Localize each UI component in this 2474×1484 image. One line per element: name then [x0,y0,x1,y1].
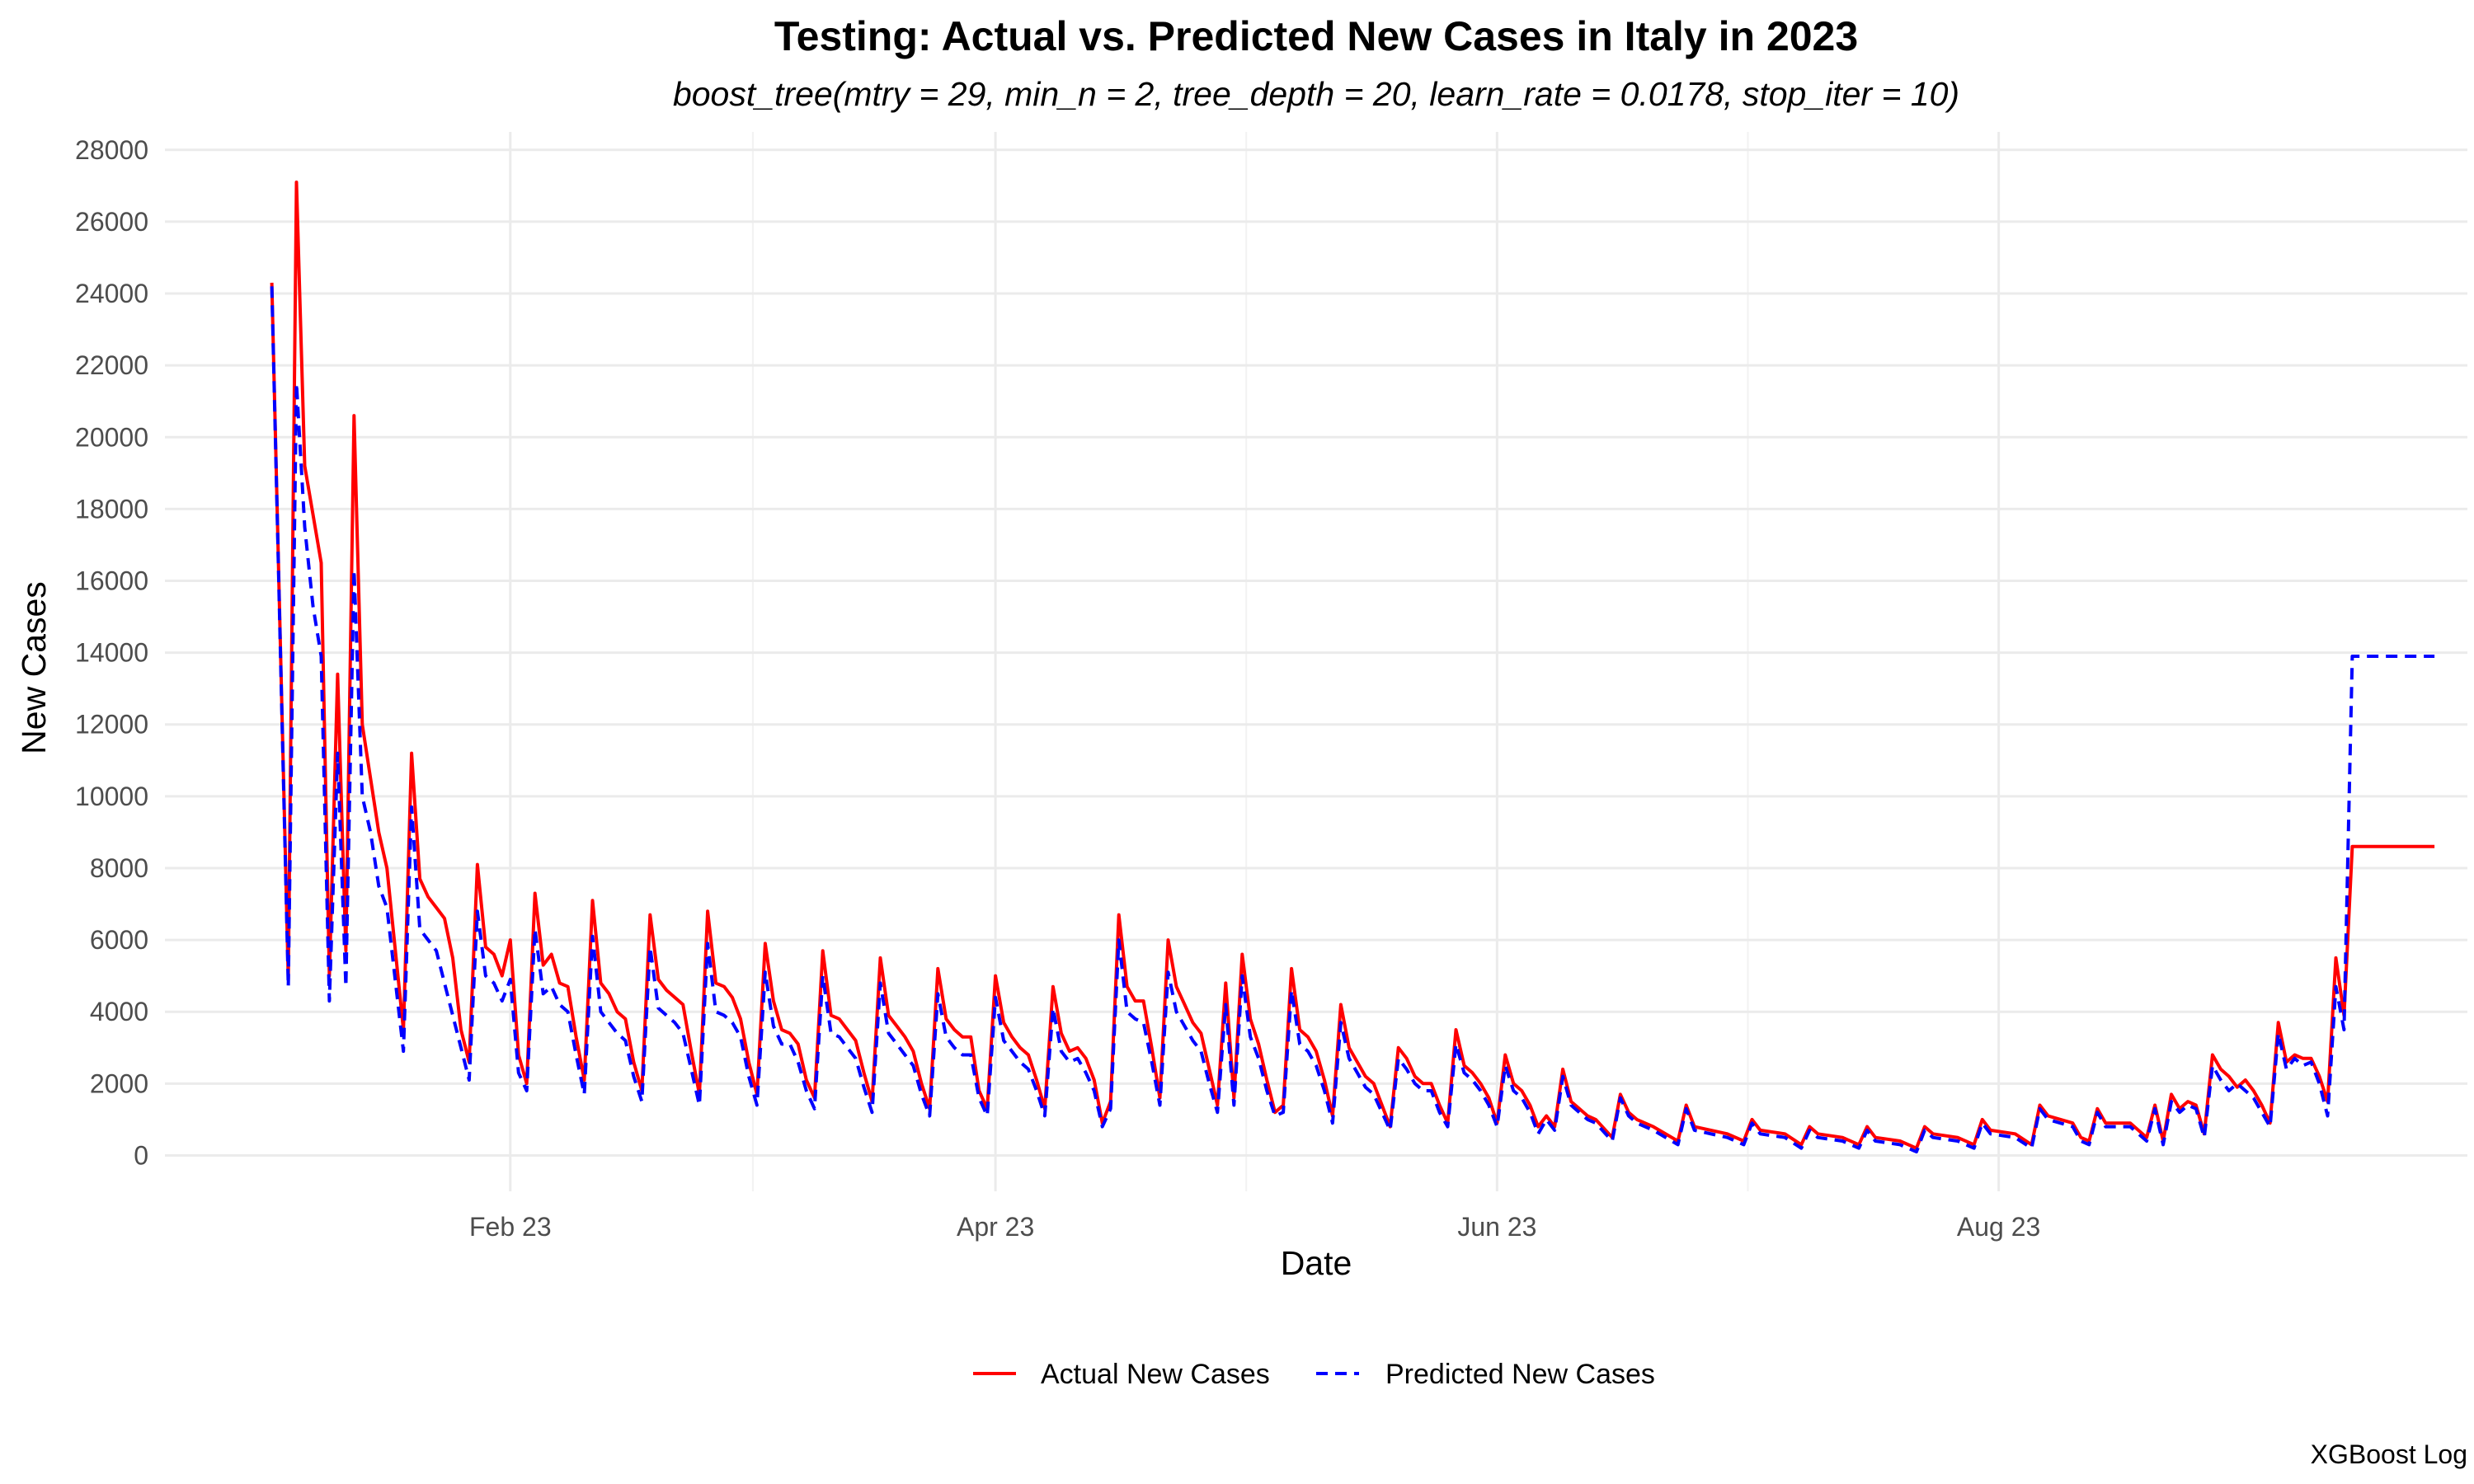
y-tick-label: 14000 [75,638,148,668]
y-tick-label: 28000 [75,135,148,165]
y-tick-label: 20000 [75,422,148,452]
x-tick-label: Aug 23 [1957,1212,2040,1242]
y-tick-label: 2000 [90,1068,148,1098]
y-tick-label: 18000 [75,494,148,524]
x-tick-label: Jun 23 [1457,1212,1536,1242]
y-axis-ticks: 0 2000 4000 6000 8000 10000 12000 14000 16000 180… [75,135,148,1171]
y-tick-label: 16000 [75,566,148,595]
x-tick-label: Apr 23 [957,1212,1034,1242]
legend: Actual New Cases Predicted New Cases [973,1359,1655,1390]
legend-label-predicted: Predicted New Cases [1385,1359,1655,1390]
y-tick-label: 0 [134,1140,148,1170]
y-tick-label: 26000 [75,207,148,237]
series-lines [270,181,2435,1154]
caption: XGBoost Log [2311,1439,2467,1469]
x-axis-title: Date [1281,1244,1352,1282]
chart-title: Testing: Actual vs. Predicted New Cases … [774,13,1858,59]
y-tick-label: 8000 [90,853,148,883]
y-tick-label: 22000 [75,350,148,380]
series-line-actual [270,181,2435,1150]
y-tick-label: 10000 [75,782,148,811]
x-tick-label: Feb 23 [469,1212,552,1242]
legend-label-actual: Actual New Cases [1041,1359,1270,1390]
y-axis-title: New Cases [15,581,53,754]
x-axis-ticks: Feb 23 Apr 23 Jun 23 Aug 23 [469,1212,2040,1242]
chart-subtitle: boost_tree(mtry = 29, min_n = 2, tree_de… [673,75,1959,113]
y-tick-label: 12000 [75,710,148,740]
y-tick-label: 24000 [75,279,148,308]
y-tick-label: 6000 [90,925,148,955]
series-line-predicted [270,286,2435,1154]
y-tick-label: 4000 [90,997,148,1026]
